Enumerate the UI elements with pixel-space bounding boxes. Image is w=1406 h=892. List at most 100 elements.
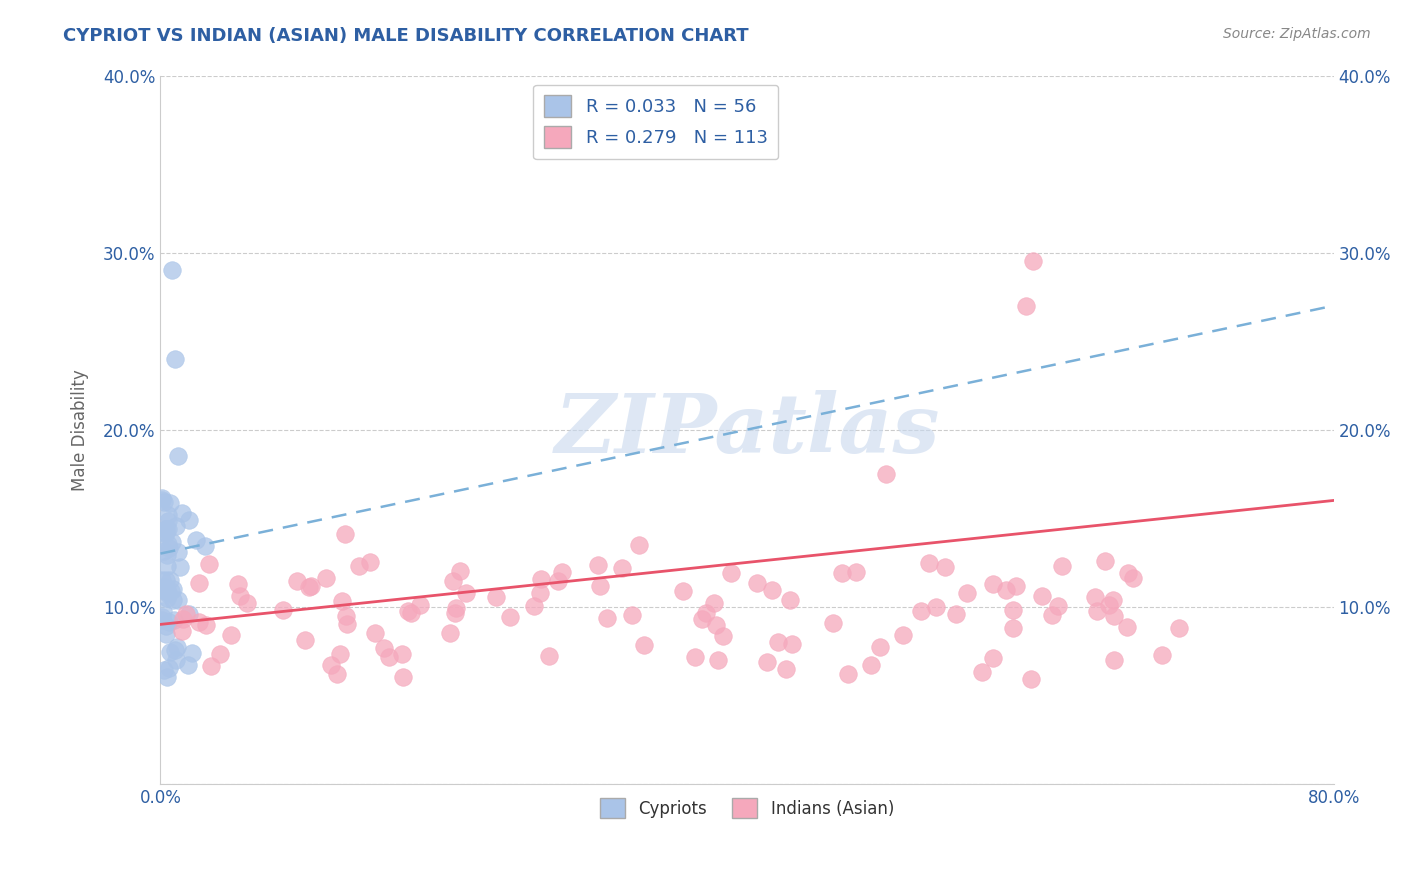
Point [891,628,914,642]
Point [530,572,553,586]
Point [294,632,316,647]
Point [236,596,259,610]
Point [152,526,174,541]
Point [449,564,471,578]
Point [162,582,184,596]
Point [359,555,381,569]
Point [766,635,789,649]
Point [162,593,184,607]
Text: Source: ZipAtlas.com: Source: ZipAtlas.com [1223,27,1371,41]
Point [707,653,730,667]
Point [706,618,728,632]
Point [319,658,342,673]
Point [166,640,188,654]
Point [981,577,1004,591]
Point [299,579,322,593]
Point [172,624,194,639]
Point [153,663,176,677]
Point [620,607,643,622]
Point [1031,589,1053,603]
Point [150,574,173,588]
Point [165,351,187,366]
Point [683,650,706,665]
Point [596,611,619,625]
Point [152,604,174,618]
Point [165,519,187,533]
Point [456,586,478,600]
Y-axis label: Male Disability: Male Disability [72,368,89,491]
Point [153,495,176,509]
Point [330,594,353,608]
Point [755,655,778,669]
Point [194,539,217,553]
Point [444,601,467,615]
Point [523,599,546,613]
Point [155,525,177,540]
Point [1015,299,1038,313]
Point [845,566,868,580]
Point [150,610,173,624]
Text: CYPRIOT VS INDIAN (ASIAN) MALE DISABILITY CORRELATION CHART: CYPRIOT VS INDIAN (ASIAN) MALE DISABILIT… [63,27,749,45]
Point [692,612,714,626]
Point [633,638,655,652]
Point [443,606,465,620]
Point [184,533,207,547]
Point [200,659,222,673]
Point [166,545,188,559]
Point [711,629,734,643]
Legend: Cypriots, Indians (Asian): Cypriots, Indians (Asian) [593,791,901,825]
Point [1002,620,1025,634]
Point [945,607,967,622]
Point [364,626,387,640]
Point [335,608,357,623]
Point [156,537,179,551]
Point [157,541,180,555]
Point [485,590,508,604]
Point [869,640,891,654]
Point [228,589,250,603]
Point [1085,604,1108,618]
Point [408,599,430,613]
Point [177,657,200,672]
Point [187,615,209,630]
Point [745,576,768,591]
Point [1047,599,1070,613]
Point [157,523,180,537]
Point [159,645,181,659]
Point [221,628,243,642]
Point [180,646,202,660]
Point [537,649,560,664]
Point [821,616,844,631]
Point [720,566,742,581]
Point [392,670,415,684]
Point [159,573,181,587]
Point [628,538,651,552]
Point [399,606,422,620]
Point [155,619,177,633]
Point [163,613,186,627]
Point [391,647,413,661]
Point [150,491,173,505]
Point [165,653,187,667]
Point [1122,571,1144,585]
Point [1116,620,1139,634]
Point [1040,607,1063,622]
Point [918,556,941,570]
Point [1094,554,1116,568]
Point [162,535,184,549]
Point [285,574,308,589]
Point [547,574,569,588]
Point [156,559,179,574]
Point [298,580,321,594]
Point [326,667,349,681]
Point [1084,590,1107,604]
Point [995,582,1018,597]
Point [934,560,956,574]
Point [167,593,190,607]
Point [226,577,249,591]
Point [1004,579,1026,593]
Point [157,615,180,629]
Point [150,492,173,507]
Point [177,513,200,527]
Point [167,449,190,463]
